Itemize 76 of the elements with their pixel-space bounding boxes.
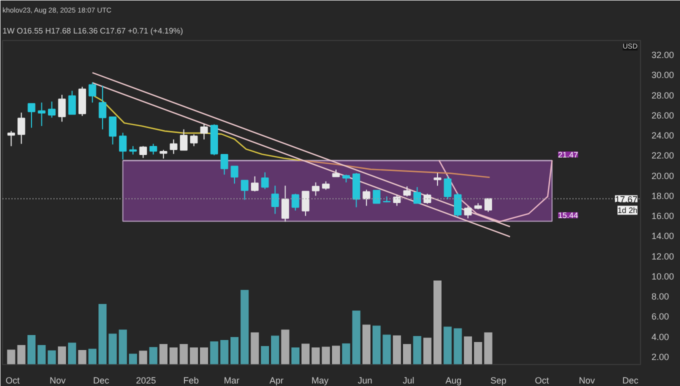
line-series	[299, 160, 490, 178]
candlestick	[88, 82, 96, 104]
x-tick-label: Nov	[578, 376, 596, 386]
candlestick	[108, 116, 116, 145]
candlestick	[150, 143, 158, 156]
x-tick-label: Mar	[224, 376, 240, 386]
x-tick-label: Jul	[402, 376, 414, 386]
candlestick	[362, 189, 370, 206]
y-tick-label: 10.00	[652, 271, 674, 282]
line-series	[438, 160, 553, 222]
y-tick-label: 18.00	[652, 190, 674, 201]
candlestick	[393, 194, 401, 206]
candlestick	[18, 112, 26, 144]
y-tick-label: 4.00	[652, 332, 670, 342]
candlestick	[372, 190, 380, 204]
candlestick	[464, 206, 472, 219]
candlestick	[200, 123, 208, 140]
x-tick-label: Feb	[183, 376, 199, 386]
y-tick-label: 22.00	[652, 150, 674, 161]
x-tick-label: Dec	[622, 376, 639, 386]
candlestick	[251, 176, 259, 192]
y-tick-label: 6.00	[652, 312, 670, 322]
candlestick	[220, 154, 228, 176]
y-tick-label: 24.00	[652, 130, 674, 141]
x-tick-label: Nov	[50, 376, 66, 386]
annotation: 1d 2h	[617, 206, 638, 215]
chart-title: 1W O16.55 H17.68 L16.36 C17.67 +0.71 (+4.19%)	[2, 26, 184, 36]
y-tick-label: 32.00	[652, 50, 674, 60]
candlestick	[190, 134, 198, 147]
candlestick	[271, 185, 279, 214]
candlestick	[302, 190, 310, 216]
x-tick-label: Jun	[358, 376, 372, 386]
candlestick	[434, 172, 442, 186]
annotation: 21.47	[558, 150, 579, 160]
candlestick	[38, 102, 46, 127]
candlestick	[261, 172, 269, 190]
candlestick	[68, 90, 76, 115]
candlestick	[444, 176, 452, 200]
x-tick-label: May	[312, 376, 330, 386]
y-tick-label: 14.00	[652, 231, 674, 242]
candlestick	[454, 192, 462, 218]
candlestick	[403, 186, 411, 197]
ref-line-label: 17.67	[614, 194, 638, 204]
y-tick-label: 16.00	[652, 211, 674, 222]
candlestick	[48, 101, 56, 118]
x-tick-label: Oct	[6, 376, 20, 386]
y-tick-label: 12.00	[652, 251, 674, 262]
candlestick	[170, 138, 178, 154]
candlestick	[413, 186, 421, 204]
candlestick	[312, 182, 320, 196]
y-tick-label: 26.00	[652, 110, 674, 120]
candlestick	[28, 103, 36, 128]
y-tick-label: 20.00	[652, 170, 674, 181]
candlestick	[7, 130, 15, 147]
x-tick-label: Dec	[93, 376, 110, 386]
x-tick-label: 2025	[136, 376, 156, 386]
candlestick	[98, 85, 106, 130]
candlestick	[292, 193, 300, 212]
x-tick-label: Oct	[534, 376, 550, 386]
y-tick-label: 28.00	[652, 90, 674, 100]
y-tick-label: 30.00	[652, 70, 674, 80]
x-tick-label: Sep	[490, 376, 506, 386]
y-tick-label: 8.00	[652, 292, 670, 302]
candlestick	[424, 193, 432, 204]
candlestick	[180, 128, 188, 151]
candlestick	[230, 166, 238, 184]
annotation: 15.44	[558, 211, 579, 220]
x-tick-label: Aug	[445, 376, 462, 386]
candlestick	[58, 94, 66, 122]
candlestick	[281, 185, 290, 222]
candlestick	[119, 132, 127, 160]
candlestick	[139, 146, 147, 158]
x-tick-label: Apr	[270, 376, 284, 386]
candlestick	[484, 198, 492, 212]
y-tick-label: 2.00	[652, 352, 670, 362]
candlestick	[240, 180, 248, 200]
